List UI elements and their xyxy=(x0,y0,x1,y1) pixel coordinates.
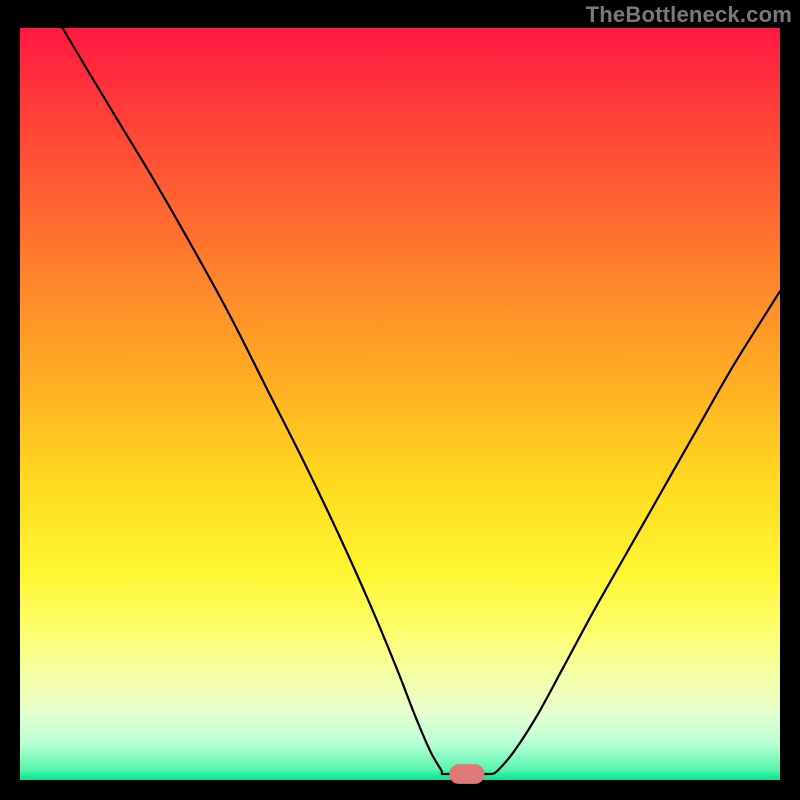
optimal-marker xyxy=(450,765,484,784)
plot-background xyxy=(20,28,780,780)
chart-frame: TheBottleneck.com xyxy=(0,0,800,800)
bottleneck-chart xyxy=(0,0,800,800)
watermark-label: TheBottleneck.com xyxy=(586,2,792,28)
